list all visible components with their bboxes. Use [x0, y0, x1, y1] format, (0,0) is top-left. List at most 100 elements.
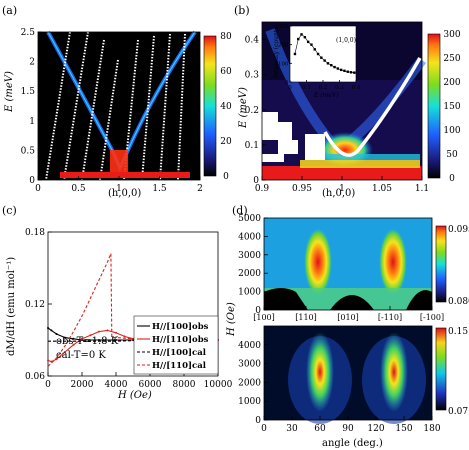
panel-b-inset-point [300, 33, 303, 36]
panel-c-ytick-label: 0.18 [25, 228, 45, 238]
panel-b-inset-ylabel: Intensity (counts) [273, 24, 280, 78]
panel-c-legend-entry: H//[110]cal [152, 361, 207, 371]
panel-c-series-point [123, 335, 126, 338]
panel-b-xlabel: (h,0,0) [322, 188, 355, 199]
panel-a-ytick-label: 1.5 [21, 87, 36, 97]
panel-d-label: (d) [232, 204, 248, 217]
panel-b-xtick-label: 1 [339, 184, 345, 194]
panel-c-series-point [72, 337, 75, 340]
panel-d-xtick-label: 30 [286, 424, 298, 434]
panel-c-xlabel: H (Oe) [117, 390, 152, 401]
panel-c-series-point [98, 339, 100, 341]
panel-b-inset-ytick-label: 100 [278, 61, 289, 67]
panel-a-elastic-band [60, 172, 190, 178]
panel-c-series-point [64, 336, 66, 339]
panel-b-inset-frame [289, 25, 357, 83]
panel-c-note-cal: cal-T=0 K [56, 350, 106, 361]
panel-d-xtick-label: 150 [395, 424, 412, 434]
panel-b-inset: (1,0,0) Intensity (counts) E (meV) 0 0.1 0… [273, 24, 361, 99]
panel-d-bottom-ytick-label: 3000 [238, 360, 261, 370]
panel-d-top-colorbar [435, 225, 447, 303]
panel-b-cbar-tick-label: 150 [443, 102, 460, 112]
panel-a-cbar-tick-label: 60 [220, 67, 232, 77]
panel-d-top-ytick-label: 3000 [238, 251, 261, 261]
panel-a-bright-spot [110, 150, 128, 172]
panel-b-cbar-tick-label: 100 [443, 126, 460, 136]
panel-c-series-point [47, 327, 49, 329]
panel-d-bottom-ytick-label: 0 [255, 416, 261, 426]
panel-c-ylabel: dM/dH (emu mol⁻¹) [6, 257, 17, 356]
panel-b-cbar-tick-label: 300 [443, 30, 460, 40]
panel-b-inset-xlabel: E (meV) [313, 92, 339, 99]
panel-b-ytick-label: 0.4 [245, 36, 260, 46]
panel-c-series-point [72, 343, 75, 346]
panel-d-ylabel: H (Oe) [226, 302, 237, 337]
panel-b-inset-point [333, 65, 336, 69]
panel-d-top-ytick-label: 2000 [238, 269, 261, 279]
panel-b-ytick-label: 0.1 [245, 141, 259, 151]
panel-d-top-ytick-label: 0 [255, 306, 261, 316]
panel-d-top-peak-m110 [379, 228, 407, 296]
panel-a-xtick-label: 0.5 [71, 184, 86, 194]
panel-d-xlabel: angle (deg.) [322, 438, 383, 449]
panel-c-series-point [55, 333, 58, 335]
panel-b-inset-point [313, 48, 316, 51]
panel-b-inset-point [349, 71, 353, 74]
panel-a-xticks: 0 0.5 1 1.5 2 [35, 176, 203, 194]
panel-a-ytick-label: 2 [29, 58, 35, 68]
panel-d-bottom-peak-135 [380, 332, 408, 412]
panel-b-inset-point [326, 62, 330, 65]
panel-c-xtick-label: 6000 [139, 380, 162, 390]
panel-b-inset-point [293, 52, 297, 56]
panel-a-xtick-label: 2 [197, 184, 203, 194]
panel-c-series-point [64, 351, 66, 353]
panel-b-inset-xtick-label: 0.3 [335, 85, 344, 91]
panel-d-top-cbar-max: 0.095 [448, 225, 469, 235]
panel-d-top-ytick-label: 1000 [238, 288, 261, 298]
panel-a-ytick-label: 0.5 [21, 146, 36, 156]
panel-b-inset-xtick-label: 0.1 [302, 85, 311, 91]
panel-b-inset-xtick-label: 0.2 [319, 85, 328, 91]
panel-c-legend-entry: H//[100]obs [152, 322, 209, 332]
panel-a-xlabel: (h,0,0) [108, 188, 141, 199]
panel-b-inset-ytick-label: 0 [285, 80, 289, 86]
panel-c-series-point [89, 334, 92, 337]
panel-b-cbar-tick-label: 200 [443, 78, 460, 88]
panel-c-xtick-label: 0 [45, 380, 51, 390]
panel-a-label: (a) [2, 4, 17, 17]
panel-d-bottom-colorbar [435, 327, 447, 411]
panel-b-ytick-label: 0.3 [245, 71, 260, 81]
panel-d-xticks: 0 30 60 90 120 150 180 [261, 416, 441, 434]
panel-d: (d) 0 1000 2000 3000 4000 5000 0 1000 2000 3000 4… [226, 204, 469, 449]
panel-a-xtick-label: 0 [35, 184, 41, 194]
panel-d-bottom-peak-45 [306, 332, 334, 412]
panel-c-xtick-label: 2000 [71, 380, 94, 390]
panel-b-xtick-label: 1.05 [372, 184, 392, 194]
panel-b-inset-point [306, 40, 310, 44]
panel-c-label: (c) [2, 204, 17, 217]
panel-b-colorbar [427, 33, 441, 179]
panel-c-series-point [81, 337, 83, 340]
panel-d-xtick-label: 120 [367, 424, 384, 434]
panel-d-xtick-label: 90 [342, 424, 354, 434]
panel-c: (c) 0.060.120.18 0 2000 4000 6000 8000 10000 … [2, 204, 233, 401]
panel-b-inset-xtick-label: 0.4 [352, 85, 361, 91]
panel-d-bottom-cbar-min: 0.07 [448, 407, 468, 417]
panel-d-bottom-ytick-label: 1000 [238, 397, 261, 407]
panel-c-legend: H//[100]obs H//[110]obs H//[100]cal H//[110… [133, 315, 219, 375]
panel-d-top-yticks: 0 1000 2000 3000 4000 5000 [238, 214, 268, 316]
panel-a-colorbar [203, 35, 217, 177]
panel-b-inset-point [339, 68, 343, 72]
panel-d-xtick-label: 180 [423, 424, 440, 434]
panel-b-xticks: 0.9 0.95 1 1.05 1.1 [255, 176, 429, 194]
panel-b-inset-ytick-label: 200 [278, 43, 289, 49]
panel-d-xtick-label: 0 [261, 424, 267, 434]
panel-b-yticks: 0 0.1 0.2 0.3 0.4 [245, 36, 266, 186]
panel-b-ylabel: E (meV) [238, 87, 249, 129]
panel-b-inset-point [323, 59, 326, 62]
panel-b-inset-point [297, 37, 300, 41]
panel-b-inset-point [336, 67, 340, 70]
panel-d-bottom-ytick-label: 2000 [238, 378, 261, 388]
panel-b-inset-point [320, 56, 323, 59]
